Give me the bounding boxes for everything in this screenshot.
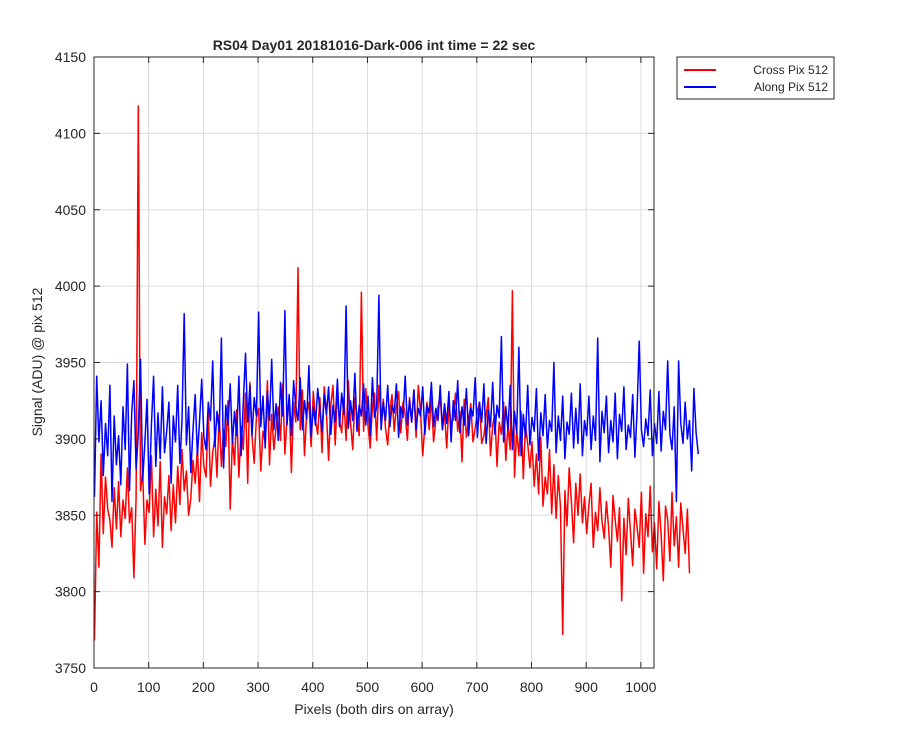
y-tick-label: 4000 [55, 278, 86, 294]
y-tick-label: 3800 [55, 584, 86, 600]
legend-label-cross: Cross Pix 512 [753, 63, 828, 77]
y-tick-label: 3950 [55, 355, 86, 371]
y-axis-label: Signal (ADU) @ pix 512 [29, 287, 45, 436]
legend-box [676, 56, 835, 100]
grid [94, 57, 654, 668]
y-tick-label: 3900 [55, 431, 86, 447]
x-tick-label: 900 [575, 679, 599, 695]
x-tick-label: 100 [137, 679, 161, 695]
x-tick-label: 600 [410, 679, 434, 695]
y-tick-label: 3750 [55, 660, 86, 676]
x-tick-label: 0 [90, 679, 98, 695]
x-tick-label: 700 [465, 679, 489, 695]
chart-title: RS04 Day01 20181016-Dark-006 int time = … [213, 37, 536, 53]
y-tick-label: 4050 [55, 202, 86, 218]
x-tick-label: 400 [301, 679, 325, 695]
x-tick-label: 800 [520, 679, 544, 695]
tick-marks [93, 56, 654, 669]
tick-labels: 0 100 200 300 400 500 600 700 800 900 1000 3750 3800… [55, 49, 657, 695]
x-tick-label: 500 [356, 679, 380, 695]
x-tick-label: 300 [246, 679, 270, 695]
x-tick-label: 1000 [625, 679, 656, 695]
legend: Cross Pix 512 Along Pix 512 [676, 56, 835, 100]
legend-label-along: Along Pix 512 [754, 80, 828, 94]
y-tick-label: 4100 [55, 125, 86, 141]
x-tick-label: 200 [192, 679, 216, 695]
along-pix-series-line [93, 294, 700, 503]
y-tick-label: 4150 [55, 49, 86, 65]
y-tick-label: 3850 [55, 507, 86, 523]
cross-pix-series-line [93, 105, 691, 641]
plot-series [93, 105, 700, 641]
x-axis-label: Pixels (both dirs on array) [294, 701, 454, 717]
